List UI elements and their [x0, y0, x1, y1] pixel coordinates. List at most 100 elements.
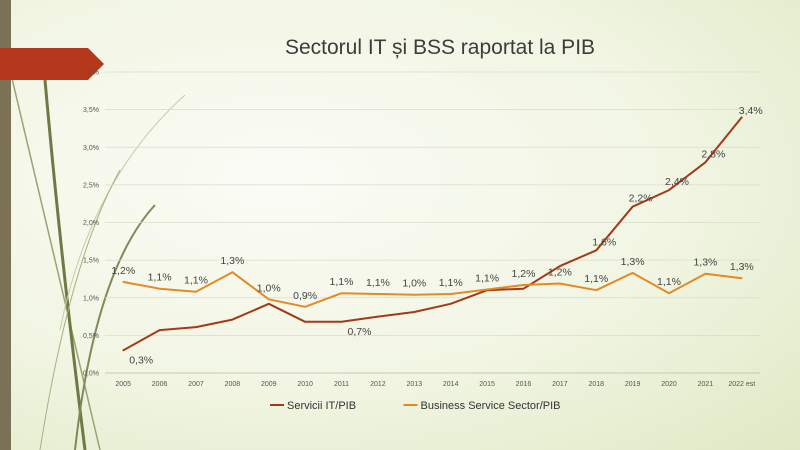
- title-flag-shape: [0, 48, 104, 80]
- x-tick-label: 2021: [698, 381, 714, 388]
- data-label: 1,1%: [330, 276, 354, 288]
- data-labels: 0,3% 0,7% 1,6% 2,2% 2,4% 2,8% 3,4% 1,2% 1,1% 1,1%…: [111, 105, 763, 366]
- data-point: [595, 249, 598, 252]
- x-tick-label: 2022 est: [728, 381, 755, 388]
- data-label: 1,1%: [657, 276, 681, 288]
- data-point: [559, 265, 561, 267]
- data-label: 0,7%: [348, 326, 372, 338]
- data-point: [304, 321, 306, 323]
- x-tick-label: 2017: [552, 381, 568, 388]
- data-label: 1,3%: [220, 255, 244, 267]
- data-point: [559, 282, 561, 285]
- data-label: 1,2%: [512, 268, 536, 280]
- data-point: [522, 284, 525, 286]
- data-point: [304, 305, 306, 308]
- x-tick-label: 2009: [261, 381, 277, 388]
- data-point: [377, 315, 379, 318]
- data-label: 0,9%: [293, 290, 317, 302]
- x-tick-label: 2007: [188, 381, 204, 388]
- data-label: 3,4%: [739, 105, 763, 117]
- data-point: [231, 318, 234, 321]
- data-point: [267, 298, 270, 301]
- legend-entry: Business Service Sector/PIB: [421, 400, 561, 412]
- x-tick-label: 2014: [443, 381, 459, 388]
- x-tick-label: 2020: [661, 381, 677, 388]
- data-point: [668, 189, 670, 191]
- x-tick-label: 2018: [588, 381, 604, 388]
- slide-title: Sectorul IT și BSS raportat la PIB: [284, 36, 596, 59]
- legend-entry: Servicii IT/PIB: [287, 400, 356, 412]
- data-label: 1,0%: [402, 278, 426, 290]
- data-point: [449, 293, 452, 295]
- x-tick-label: 2013: [407, 381, 423, 388]
- x-tick-label: 2005: [115, 381, 131, 388]
- data-label: 2,2%: [629, 193, 653, 205]
- data-point: [631, 205, 634, 208]
- x-tick-label: 2016: [516, 381, 532, 388]
- data-label: 1,1%: [366, 277, 390, 289]
- y-tick-label: 2,0%: [83, 220, 99, 227]
- data-point: [449, 302, 452, 305]
- y-tick-label: 0,5%: [83, 333, 99, 340]
- slide-side-bar: [0, 0, 11, 450]
- data-point: [158, 329, 161, 331]
- data-point: [413, 311, 416, 313]
- y-tick-label: 3,0%: [83, 145, 99, 152]
- data-label: 1,1%: [475, 272, 499, 284]
- data-label: 1,3%: [693, 257, 717, 269]
- data-point: [486, 288, 488, 291]
- data-point: [231, 271, 234, 273]
- y-axis-ticks: 0,0% 0,5% 1,0% 1,5% 2,0% 2,5% 3,0% 3,5% 4,0%: [83, 70, 99, 378]
- y-tick-label: 0,0%: [83, 371, 99, 378]
- y-tick-label: 2,5%: [83, 182, 99, 189]
- legend: Servicii IT/PIB Business Service Sector/P…: [270, 400, 561, 412]
- data-label: 1,0%: [257, 282, 281, 294]
- data-label: 2,8%: [701, 148, 725, 160]
- data-label: 1,2%: [548, 266, 572, 278]
- data-point: [122, 281, 124, 283]
- data-point: [340, 321, 343, 323]
- x-axis-ticks: 2005 2006 2007 2008 2009 2010 2011 2012 2013 2014…: [115, 381, 755, 388]
- data-label: 1,1%: [148, 272, 172, 284]
- gridlines: [105, 71, 760, 374]
- data-point: [668, 292, 670, 295]
- x-tick-label: 2006: [152, 381, 168, 388]
- data-label: 1,1%: [584, 273, 608, 285]
- data-label: 1,1%: [439, 277, 463, 289]
- data-point: [195, 326, 197, 328]
- y-tick-label: 1,0%: [83, 295, 99, 302]
- data-label: 1,3%: [730, 261, 754, 273]
- data-point: [522, 287, 525, 290]
- data-label: 1,3%: [621, 256, 645, 268]
- series-line-it: [122, 116, 743, 352]
- data-label: 1,1%: [184, 275, 208, 287]
- data-point: [267, 302, 270, 305]
- x-tick-label: 2015: [479, 381, 495, 388]
- series-line-bss: [123, 271, 742, 308]
- data-label: 1,2%: [111, 265, 135, 277]
- data-point: [122, 349, 124, 352]
- data-point: [195, 290, 197, 293]
- x-tick-label: 2019: [625, 381, 641, 388]
- data-label: 1,6%: [592, 236, 616, 248]
- data-point: [595, 289, 598, 292]
- data-label: 0,3%: [129, 354, 153, 366]
- x-tick-label: 2008: [225, 381, 241, 388]
- data-point: [377, 293, 379, 295]
- data-point: [340, 292, 343, 295]
- x-tick-label: 2012: [370, 381, 386, 388]
- data-point: [413, 293, 416, 296]
- data-label: 2,4%: [665, 176, 689, 188]
- data-point: [741, 116, 743, 118]
- data-point: [158, 287, 161, 290]
- x-tick-label: 2010: [297, 381, 313, 388]
- data-point: [704, 161, 707, 164]
- y-tick-label: 1,5%: [83, 258, 99, 265]
- data-point: [631, 272, 634, 274]
- y-tick-label: 4,0%: [83, 70, 99, 77]
- data-point: [741, 277, 743, 279]
- x-tick-label: 2011: [334, 381, 349, 388]
- series-lines: [122, 116, 743, 352]
